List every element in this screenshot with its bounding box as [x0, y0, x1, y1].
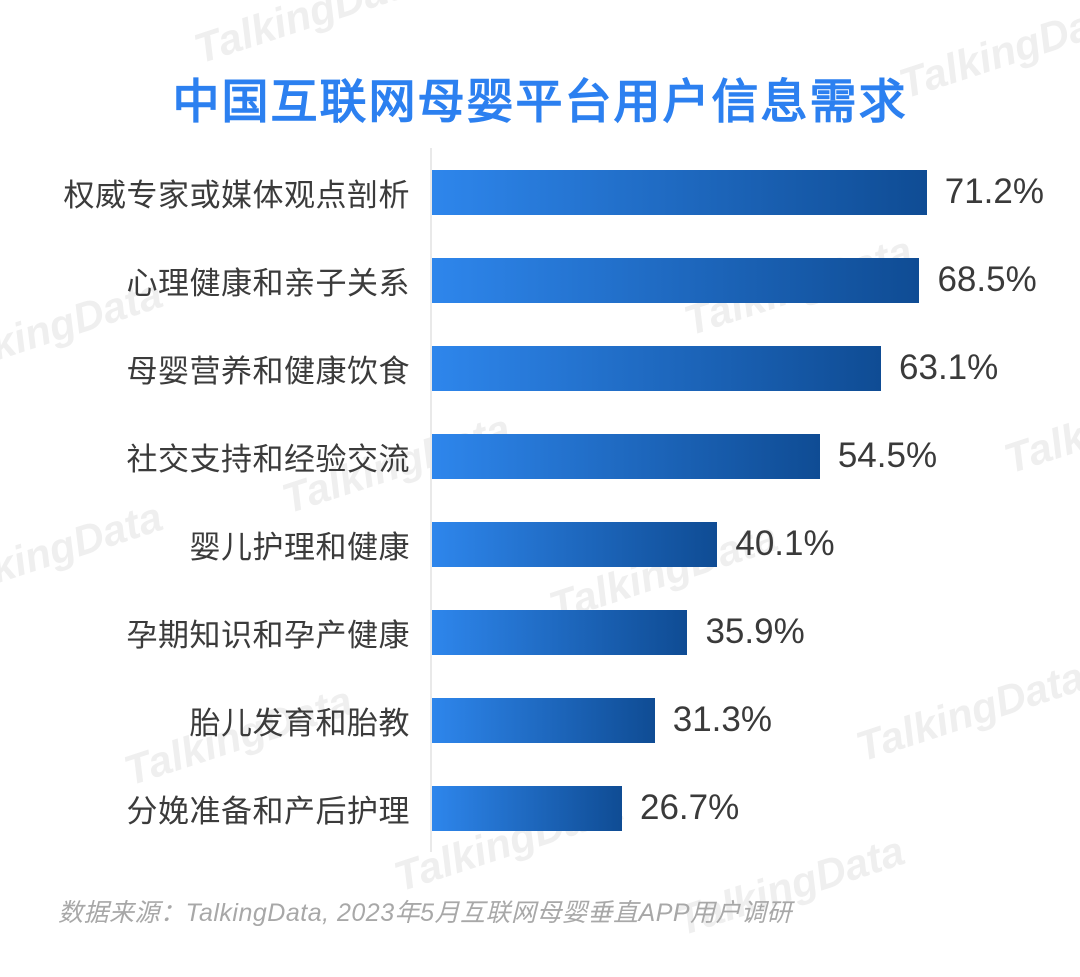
bar-value-label: 26.7%	[640, 788, 740, 827]
bar-row: 权威专家或媒体观点剖析 71.2%	[36, 148, 1044, 236]
bar-track: 35.9%	[430, 588, 1044, 676]
bar-row: 胎儿发育和胎教 31.3%	[36, 676, 1044, 764]
page-title: 中国互联网母婴平台用户信息需求	[172, 75, 908, 129]
bar-row-label: 权威专家或媒体观点剖析	[63, 177, 410, 213]
bar-row: 分娩准备和产后护理 26.7%	[36, 764, 1044, 852]
bar	[432, 433, 820, 479]
bar-value-label: 40.1%	[735, 524, 835, 563]
bar-row: 婴儿护理和健康 40.1%	[36, 500, 1044, 588]
bar	[432, 785, 622, 831]
bar	[432, 521, 718, 567]
bar-value-label: 63.1%	[899, 348, 999, 387]
bar-track: 40.1%	[430, 500, 1044, 588]
bar-track: 31.3%	[430, 676, 1044, 764]
talkingdata-watermark: TalkingData	[188, 0, 428, 73]
bar	[432, 609, 688, 655]
bar-value-label: 54.5%	[837, 436, 938, 475]
bar-chart: 权威专家或媒体观点剖析 71.2% 心理健康和亲子关系 68.5% 母婴营养和健…	[36, 148, 1044, 852]
bar-row: 母婴营养和健康饮食 63.1%	[36, 324, 1044, 412]
bar	[432, 697, 655, 743]
bar-row-label: 婴儿护理和健康	[189, 529, 410, 565]
bar-row-label: 分娩准备和产后护理	[126, 793, 410, 829]
bar-row: 心理健康和亲子关系 68.5%	[36, 236, 1044, 324]
bar-row-label: 母婴营养和健康饮食	[126, 353, 410, 389]
bar-row-label: 孕期知识和孕产健康	[126, 617, 410, 653]
data-source-text: 数据来源：TalkingData, 2023年5月互联网母婴垂直APP用户调研	[58, 899, 793, 927]
bar-row-label: 社交支持和经验交流	[126, 441, 410, 477]
bar-track: 71.2%	[430, 148, 1044, 236]
bar	[432, 169, 927, 215]
bar-track: 68.5%	[430, 236, 1044, 324]
bar-row: 社交支持和经验交流 54.5%	[36, 412, 1044, 500]
bar-track: 26.7%	[430, 764, 1044, 852]
bar-value-label: 31.3%	[672, 700, 772, 739]
bar-value-label: 68.5%	[937, 260, 1037, 299]
bar-track: 63.1%	[430, 324, 1044, 412]
bar	[432, 345, 882, 391]
bar-value-label: 71.2%	[944, 172, 1044, 211]
bar-value-label: 35.9%	[705, 612, 805, 651]
bar-row-label: 胎儿发育和胎教	[189, 705, 410, 741]
bar	[432, 257, 920, 303]
bar-row: 孕期知识和孕产健康 35.9%	[36, 588, 1044, 676]
bar-track: 54.5%	[430, 412, 1044, 500]
bar-row-label: 心理健康和亲子关系	[126, 265, 410, 301]
